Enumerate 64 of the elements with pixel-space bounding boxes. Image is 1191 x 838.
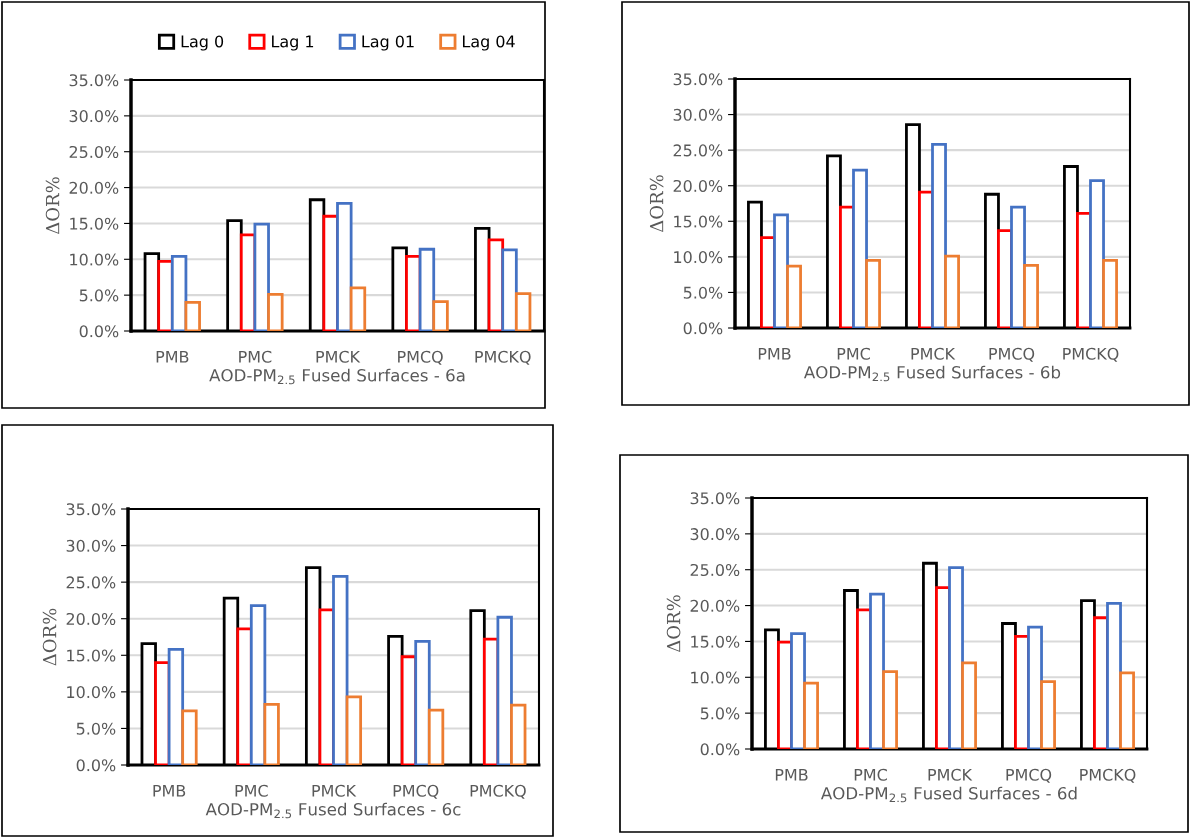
- y-tick-label: 5.0%: [79, 289, 119, 302]
- y-tick-label: 5.0%: [76, 722, 116, 735]
- legend-label: Lag 04: [462, 35, 515, 51]
- y-tick-label: 15.0%: [691, 635, 740, 648]
- y-tick-label: 0.0%: [700, 743, 740, 756]
- y-tick-label: 30.0%: [66, 539, 116, 552]
- x-tick-label: PMCKQ: [475, 350, 531, 365]
- y-tick-label: 35.0%: [690, 492, 740, 505]
- x-tick-label: PMCK: [928, 768, 973, 781]
- y-tick-label: 20.0%: [69, 181, 119, 194]
- y-tick-label: 10.0%: [691, 671, 740, 684]
- y-tick-label: 5.0%: [683, 286, 723, 299]
- y-tick-label: 15.0%: [70, 217, 119, 230]
- x-tick-label: PMC: [239, 350, 272, 363]
- x-tick-label: PMCK: [316, 350, 361, 363]
- y-tick-label: 25.0%: [66, 576, 116, 589]
- x-tick-label: PMCKQ: [1063, 347, 1119, 362]
- x-tick-label: PMCQ: [398, 350, 443, 365]
- x-tick-label: PMC: [235, 784, 268, 797]
- y-tick-label: 20.0%: [66, 612, 116, 626]
- x-tick-label: PMCK: [911, 347, 956, 360]
- y-tick-label: 25.0%: [69, 145, 119, 159]
- y-tick-label: 35.0%: [673, 73, 723, 86]
- y-tick-label: 5.0%: [700, 707, 740, 720]
- y-tick-label: 0.0%: [683, 322, 723, 335]
- x-tick-label: PMB: [775, 768, 808, 781]
- x-tick-label: PMCKQ: [1080, 768, 1136, 783]
- y-tick-label: 10.0%: [674, 251, 723, 264]
- y-tick-label: 35.0%: [69, 74, 119, 87]
- y-tick-label: 15.0%: [674, 215, 723, 228]
- x-tick-label: PMB: [153, 784, 186, 797]
- x-tick-label: PMCQ: [1006, 768, 1052, 783]
- x-tick-label: PMCK: [312, 784, 357, 797]
- x-tick-label: PMB: [758, 347, 791, 360]
- x-tick-label: PMB: [156, 350, 189, 363]
- y-tick-label: 0.0%: [79, 325, 119, 338]
- x-axis-title: AOD-PM$_{2.5}$ Fused Surfaces - 6c: [205, 802, 461, 819]
- y-tick-label: 30.0%: [69, 110, 119, 123]
- x-tick-label: PMCKQ: [470, 784, 526, 799]
- y-tick-label: 30.0%: [673, 108, 723, 121]
- legend-label: Lag 1: [272, 35, 314, 51]
- y-tick-label: 25.0%: [690, 563, 740, 577]
- y-tick-label: 20.0%: [673, 179, 723, 193]
- y-tick-label: 10.0%: [70, 253, 119, 266]
- y-tick-label: 35.0%: [66, 503, 116, 516]
- x-tick-label: PMC: [837, 347, 870, 360]
- x-tick-label: PMC: [854, 768, 887, 781]
- y-tick-label: 15.0%: [67, 649, 116, 662]
- y-axis-title: ΔOR%: [42, 608, 57, 666]
- y-tick-label: 25.0%: [673, 144, 723, 157]
- y-tick-label: 30.0%: [690, 528, 740, 541]
- y-axis-title: ΔOR%: [666, 595, 681, 653]
- legend-label: Lag 01: [362, 35, 414, 51]
- legend-label: Lag 0: [181, 35, 224, 51]
- y-tick-label: 10.0%: [67, 686, 116, 699]
- y-tick-label: 20.0%: [690, 599, 740, 612]
- y-tick-label: 0.0%: [76, 759, 116, 772]
- x-axis-title: AOD-PM$_{2.5}$ Fused Surfaces - 6a: [209, 368, 465, 385]
- x-axis-title: AOD-PM$_{2.5}$ Fused Surfaces - 6d: [820, 786, 1077, 803]
- y-axis-title: ΔOR%: [45, 177, 60, 235]
- x-tick-label: PMCQ: [393, 784, 439, 799]
- x-tick-label: PMCQ: [989, 347, 1035, 362]
- y-axis-title: ΔOR%: [649, 175, 664, 233]
- x-axis-title: AOD-PM$_{2.5}$ Fused Surfaces - 6b: [803, 365, 1061, 382]
